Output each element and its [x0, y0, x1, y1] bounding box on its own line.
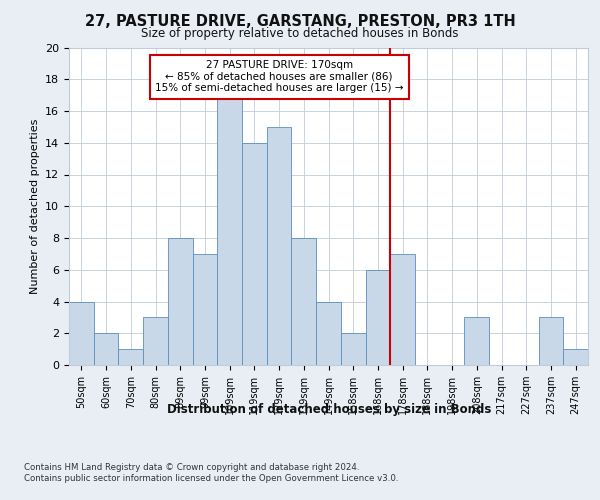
Bar	[292, 238, 316, 365]
Bar	[365, 270, 390, 365]
Bar	[464, 318, 489, 365]
Bar	[539, 318, 563, 365]
Text: 27 PASTURE DRIVE: 170sqm
← 85% of detached houses are smaller (86)
15% of semi-d: 27 PASTURE DRIVE: 170sqm ← 85% of detach…	[155, 60, 403, 94]
Bar	[390, 254, 415, 365]
Bar	[563, 349, 588, 365]
Y-axis label: Number of detached properties: Number of detached properties	[29, 118, 40, 294]
Bar	[94, 333, 118, 365]
Text: 27, PASTURE DRIVE, GARSTANG, PRESTON, PR3 1TH: 27, PASTURE DRIVE, GARSTANG, PRESTON, PR…	[85, 14, 515, 29]
Bar	[143, 318, 168, 365]
Bar	[69, 302, 94, 365]
Text: Distribution of detached houses by size in Bonds: Distribution of detached houses by size …	[167, 402, 491, 415]
Bar	[193, 254, 217, 365]
Text: Contains public sector information licensed under the Open Government Licence v3: Contains public sector information licen…	[24, 474, 398, 483]
Bar	[217, 95, 242, 365]
Bar	[168, 238, 193, 365]
Bar	[118, 349, 143, 365]
Bar	[316, 302, 341, 365]
Bar	[267, 127, 292, 365]
Text: Contains HM Land Registry data © Crown copyright and database right 2024.: Contains HM Land Registry data © Crown c…	[24, 462, 359, 471]
Bar	[242, 143, 267, 365]
Bar	[341, 333, 365, 365]
Text: Size of property relative to detached houses in Bonds: Size of property relative to detached ho…	[141, 28, 459, 40]
